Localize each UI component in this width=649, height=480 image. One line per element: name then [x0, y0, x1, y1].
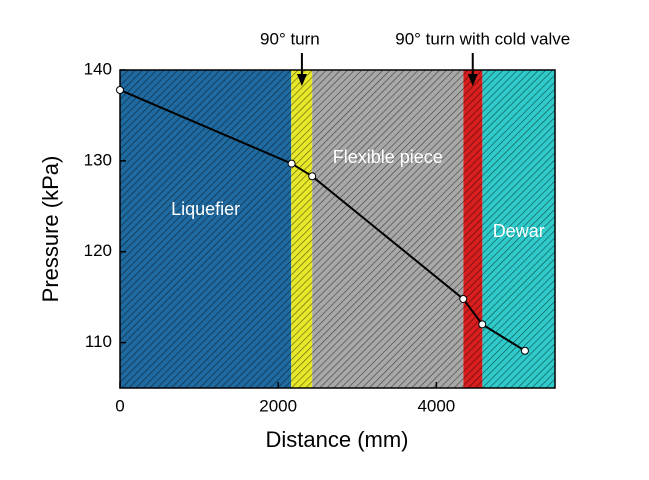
annotation: 90° turn — [260, 29, 320, 48]
point — [478, 320, 487, 329]
region-hatch — [463, 70, 483, 388]
plot: 0 2000 4000 110 120 130 140 — [84, 59, 556, 415]
region-hatch — [291, 70, 313, 388]
x-tick-label: 2000 — [259, 396, 297, 415]
annotation-arrowhead — [296, 74, 307, 86]
y-tick-label: 130 — [84, 150, 112, 169]
region-hatch — [312, 70, 464, 388]
annotation-arrowhead — [467, 74, 478, 86]
point — [459, 294, 468, 303]
region-label: Dewar — [493, 221, 545, 241]
region-label: Flexible piece — [333, 147, 443, 167]
region-label: Liquefier — [171, 199, 240, 219]
y-axis-title: Pressure (kPa) — [38, 156, 63, 303]
x-tick-label: 0 — [115, 396, 124, 415]
x-tick-label: 4000 — [417, 396, 455, 415]
region-hatch — [120, 70, 292, 388]
point — [287, 159, 296, 168]
y-tick-label: 140 — [84, 59, 112, 78]
plot-frame — [119, 69, 556, 389]
point — [520, 346, 529, 355]
regions: Liquefier Flexible piece Dewar — [120, 70, 555, 388]
y-tick-label: 120 — [84, 241, 112, 260]
x-axis-title: Distance (mm) — [265, 427, 408, 452]
region-hatch — [482, 70, 555, 388]
y-tick-label: 110 — [85, 332, 112, 351]
line — [119, 89, 526, 352]
point — [116, 85, 124, 94]
annotation: 90° turn with cold valve — [395, 29, 570, 48]
point — [308, 172, 317, 181]
